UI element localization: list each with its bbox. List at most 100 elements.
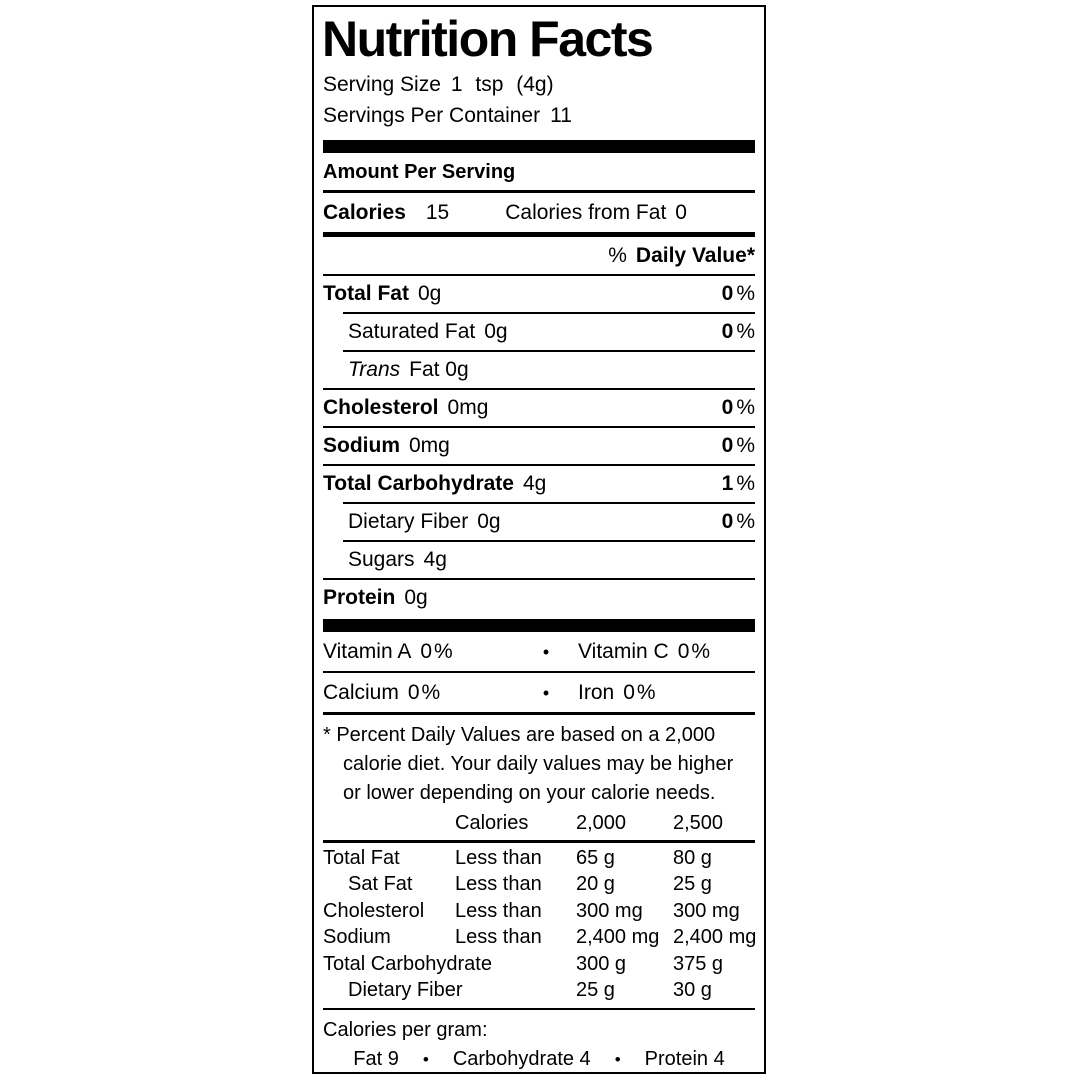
calories-value: 15 (425, 201, 450, 224)
divider-hairline-indented (343, 502, 755, 504)
calories-per-gram-fat: Fat 9 (353, 1047, 399, 1070)
nutrient-dv-value: 0 (721, 282, 734, 305)
percent-sign: % (736, 282, 755, 305)
nutrient-dv-value: 0 (721, 434, 734, 457)
table-cell-2500: 2,400 mg (673, 926, 757, 948)
percent-sign: % (736, 472, 755, 495)
nutrient-amount: 0g (484, 320, 508, 343)
table-cell-name: Dietary Fiber (348, 979, 463, 1001)
percent-sign: % (691, 640, 711, 663)
percent-sign: % (421, 681, 441, 704)
table-row-sodium: Sodium Less than 2,400 mg 2,400 mg (323, 924, 757, 951)
bullet-separator: • (614, 1049, 621, 1069)
calories-from-fat-value: 0 (675, 201, 687, 224)
nutrient-row-protein: Protein 0g (323, 580, 755, 616)
table-cell-2000: 300 g (576, 952, 627, 975)
nutrient-amount: Fat 0g (409, 358, 469, 381)
nutrient-name: Sugars (348, 548, 415, 571)
calories-label: Calories (323, 201, 406, 224)
divider-hairline-indented (343, 312, 755, 314)
table-row-total-fat: Total Fat Less than 65 g 80 g (323, 845, 755, 872)
footnote-line: or lower depending on your calorie needs… (343, 782, 716, 804)
table-cell-2000: 20 g (576, 873, 615, 895)
vitamin-value: 0 (407, 681, 420, 704)
calories-per-gram-values: Fat 9 • Carbohydrate 4 • Protein 4 (323, 1043, 755, 1073)
divider-thick-bar-middle (323, 619, 755, 632)
calories-per-gram-label: Calories per gram: (323, 1018, 488, 1041)
table-row-total-carbohydrate: Total Carbohydrate 300 g 375 g (323, 951, 755, 978)
nutrient-name: Protein (323, 586, 396, 609)
bullet-separator: • (542, 683, 550, 703)
servings-per-container-label: Servings Per Container (323, 104, 541, 127)
nutrient-row-sugars: Sugars 4g (323, 542, 755, 578)
serving-size-row: Serving Size 1 tsp (4g) (323, 69, 755, 100)
table-cell-2000: 25 g (576, 979, 615, 1001)
table-header-empty (323, 810, 455, 837)
daily-value-header: % Daily Value* (323, 237, 755, 274)
nutrient-dv-value: 0 (721, 510, 734, 533)
table-cell-2500: 375 g (673, 952, 724, 975)
nutrient-row-sodium: Sodium 0mg 0% (323, 428, 755, 464)
percent-sign: % (736, 434, 755, 457)
nutrient-name: Cholesterol (323, 396, 439, 419)
table-cell-qualifier: Less than (455, 926, 542, 948)
nutrient-amount: 0g (477, 510, 501, 533)
divider-hairline (323, 388, 755, 390)
nutrient-row-trans-fat: Trans Fat 0g (323, 352, 755, 388)
vitamin-row-a-c: Vitamin A 0% • Vitamin C 0% (323, 632, 755, 671)
label-title: Nutrition Facts (322, 11, 654, 67)
daily-values-table-header: Calories 2,000 2,500 (323, 808, 755, 843)
divider-medium (323, 712, 755, 715)
vitamin-value: 0 (623, 681, 635, 704)
nutrient-name: Total Carbohydrate (323, 472, 514, 495)
calories-per-gram-carbohydrate: Carbohydrate 4 (452, 1047, 591, 1070)
serving-size-value: 1 tsp (4g) (450, 73, 554, 96)
servings-per-container-value: 11 (550, 104, 572, 127)
calories-from-fat-label: Calories from Fat (505, 201, 667, 224)
table-row-sat-fat: Sat Fat Less than 20 g 25 g (323, 871, 755, 898)
nutrient-name: Total Fat (323, 282, 409, 305)
table-row-cholesterol: Cholesterol Less than 300 mg 300 mg (323, 898, 755, 925)
vitamin-name: Vitamin C (578, 640, 669, 663)
percent-sign: % (636, 681, 656, 704)
divider-hairline-indented (343, 540, 755, 542)
table-cell-name: Cholesterol (323, 899, 425, 922)
table-row-dietary-fiber: Dietary Fiber 25 g 30 g (323, 977, 755, 1004)
nutrient-dv-value: 0 (721, 396, 734, 419)
table-header-2000: 2,000 (576, 812, 627, 834)
daily-values-table: Calories 2,000 2,500 Total Fat Less than… (323, 808, 757, 1008)
footnote-line: * Percent Daily Values are based on a 2,… (323, 724, 716, 746)
percent-sign: % (608, 244, 627, 267)
percent-sign: % (736, 320, 755, 343)
table-cell-qualifier: Less than (455, 846, 542, 869)
calories-row: Calories 15 Calories from Fat 0 (323, 193, 755, 237)
bullet-separator: • (542, 642, 550, 662)
table-cell-name: Sat Fat (348, 873, 413, 895)
table-cell-qualifier: Less than (455, 873, 542, 895)
vitamin-name: Iron (578, 681, 615, 704)
table-cell-2000: 65 g (576, 846, 615, 869)
percent-sign: % (434, 640, 453, 663)
nutrient-name: Dietary Fiber (348, 510, 469, 533)
nutrient-dv-value: 0 (721, 320, 734, 343)
daily-value-header-label: Daily Value* (635, 244, 755, 267)
serving-size-label: Serving Size (323, 73, 441, 96)
nutrient-row-cholesterol: Cholesterol 0mg 0% (323, 390, 755, 426)
table-cell-2500: 300 mg (673, 899, 740, 922)
vitamin-value: 0 (677, 640, 690, 663)
servings-per-container-row: Servings Per Container 11 (323, 100, 755, 131)
divider-hairline (323, 426, 755, 428)
nutrient-row-saturated-fat: Saturated Fat 0g 0% (323, 314, 755, 350)
divider-thick-bar-top (323, 140, 755, 153)
calories-per-gram-section: Calories per gram: Fat 9 • Carbohydrate … (323, 1010, 755, 1073)
footnote-line: calorie diet. Your daily values may be h… (343, 753, 734, 775)
nutrient-amount: 4g (522, 472, 547, 495)
nutrient-name: Saturated Fat (348, 320, 476, 343)
daily-values-table-body: Total Fat Less than 65 g 80 g Sat Fat Le… (323, 843, 757, 1008)
percent-sign: % (736, 396, 755, 419)
nutrient-amount: 4g (423, 548, 447, 571)
vitamin-name: Calcium (323, 681, 399, 704)
nutrient-amount: 0g (417, 282, 442, 305)
divider-hairline (323, 671, 755, 673)
table-cell-2000: 300 mg (576, 899, 643, 922)
